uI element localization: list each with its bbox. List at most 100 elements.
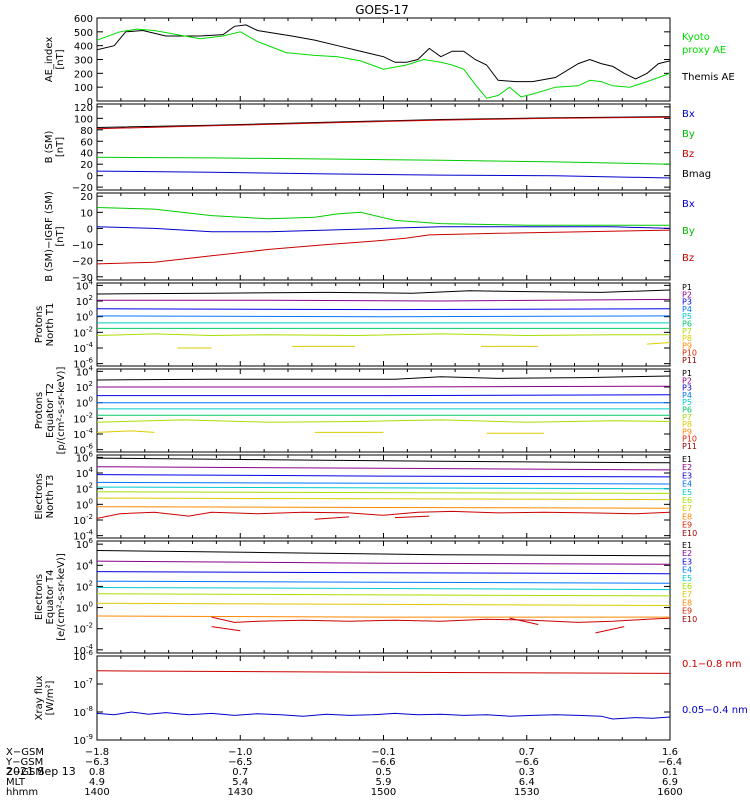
y-tick-label: 10-2 (73, 513, 93, 527)
series-line-en-2 (97, 474, 670, 478)
x-row-label: hhmm (6, 787, 38, 798)
legend-item: E7 (682, 590, 692, 599)
legend-item: 0.05−0.4 nm (682, 705, 748, 716)
legend-item: P2 (682, 290, 692, 299)
series-line-en-3 (97, 481, 670, 485)
legend-item: P3 (682, 384, 692, 393)
y-tick-label: 300 (74, 56, 93, 67)
legend-item: P6 (682, 406, 692, 415)
legend-item: E9 (682, 607, 692, 616)
y-tick-label-base: 10 (73, 430, 86, 441)
panel-bdiff: 20 10 0 −10 −20 −30 B (SM)−IGRF (SM) [nT] Bx By Bz (44, 191, 695, 284)
y-tick-label: 100 (76, 310, 93, 324)
y-tick-label: 100 (74, 114, 93, 125)
series-line-en-1 (97, 466, 670, 471)
series-line-ee-4 (97, 587, 670, 591)
series-line-ee-11 (595, 626, 625, 634)
y-tick-label: 10-2 (73, 411, 93, 425)
y-tick-label-base: 10 (76, 469, 89, 480)
y-axis-label: Electrons (34, 574, 45, 620)
y-tick-label-exponent: -6 (86, 357, 94, 365)
y-tick-label: 10-2 (73, 622, 93, 636)
y-tick-label-base: 10 (73, 652, 86, 663)
y-tick-label: 400 (74, 42, 93, 53)
y-axis-label: [nT] (55, 49, 66, 69)
y-tick-label-base: 10 (73, 532, 86, 543)
y-tick-label: 10-2 (73, 325, 93, 339)
y-tick-label: −20 (72, 257, 93, 268)
series-line-en-4 (97, 486, 670, 490)
legend-item: Bx (682, 199, 695, 210)
y-axis-label: Xray flux (34, 676, 45, 721)
series-line-pn-0 (97, 289, 670, 295)
x-row-value: 6.9 (662, 777, 678, 788)
y-tick-label-exponent: -4 (86, 643, 94, 651)
y-axis-label: North T1 (45, 303, 56, 347)
y-tick-label-exponent: 6 (89, 537, 94, 545)
y-tick-label: 10-8 (73, 705, 93, 719)
y-axis-label: Protons (34, 392, 45, 429)
y-axis-label: Equator T2 (45, 383, 56, 438)
y-tick-label-base: 10 (76, 500, 89, 511)
y-tick-label-base: 10 (76, 453, 89, 464)
series-line-ee-5 (97, 593, 670, 597)
x-row-value: 5.9 (376, 777, 392, 788)
y-tick-label: 60 (80, 137, 93, 148)
legend-item: P5 (682, 312, 692, 321)
y-tick-label: 102 (76, 380, 93, 394)
series-line-pn-2 (97, 308, 670, 311)
series-group (97, 207, 670, 265)
y-tick-label-exponent: 4 (89, 466, 94, 474)
y-tick-label-exponent: -7 (86, 677, 93, 685)
x-row-value: 1600 (657, 787, 682, 798)
series-line-pn-10 (647, 342, 670, 345)
legend-item: Bz (682, 149, 694, 160)
y-tick-label-exponent: -6 (86, 649, 94, 657)
y-tick-label: 10-4 (73, 427, 93, 441)
x-row-value: 5.4 (232, 777, 248, 788)
legend-item: E1 (682, 455, 692, 464)
y-axis-label: North T3 (45, 475, 56, 519)
series-line-pe-7 (97, 430, 155, 433)
series-line-ae-0 (97, 24, 670, 83)
legend-item: E5 (682, 488, 692, 497)
legend-item: P6 (682, 320, 692, 329)
series-line-en-6 (97, 497, 670, 501)
x-row-value: −1.0 (228, 747, 252, 758)
legend-item: P4 (682, 391, 692, 400)
y-axis-label: B (SM) (44, 130, 55, 163)
y-axis-label: Electrons (34, 473, 45, 519)
series-line-en-0 (97, 457, 670, 464)
series-group (97, 24, 670, 99)
series-line-ee-10 (509, 617, 539, 625)
legend-item: P1 (682, 369, 692, 378)
y-tick-label: 20 (80, 192, 93, 203)
series-line-xray-1 (97, 711, 670, 720)
legend-item: P9 (682, 341, 692, 350)
legend-item: P8 (682, 420, 692, 429)
y-tick-label-base: 10 (73, 680, 86, 691)
y-tick-label: 100 (76, 497, 93, 511)
y-axis-label: [nT] (55, 137, 66, 157)
legend-item: E9 (682, 521, 692, 530)
legend-item: E3 (682, 557, 692, 566)
y-tick-label: −30 (72, 273, 93, 284)
y-tick-label: 10-9 (73, 733, 93, 747)
x-row-label: Z−GSM (6, 767, 44, 778)
x-row-label: Y−GSM (5, 757, 43, 768)
y-tick-label-base: 10 (76, 561, 89, 572)
series-group (97, 375, 670, 434)
series-line-ee-0 (97, 550, 670, 557)
legend-item: E10 (682, 529, 697, 538)
series-line-bsm-2 (97, 156, 670, 165)
legend-item: E6 (682, 582, 692, 591)
legend-item: E10 (682, 615, 697, 624)
y-tick-label-base: 10 (73, 446, 86, 457)
y-tick-label-exponent: 0 (89, 310, 93, 318)
y-tick-label-exponent: -8 (86, 705, 93, 713)
series-line-ee-6 (97, 602, 670, 606)
legend-item: P1 (682, 283, 692, 292)
